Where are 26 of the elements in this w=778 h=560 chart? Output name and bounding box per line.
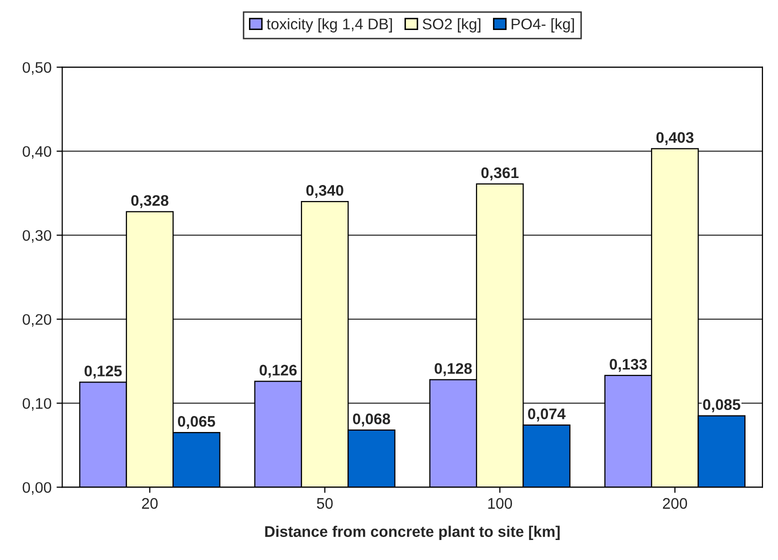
y-tick-label: 0,00 bbox=[22, 482, 52, 495]
x-tick-label: 20 bbox=[142, 498, 158, 509]
y-tick-label: 0,40 bbox=[22, 146, 52, 159]
data-label: 0,328 bbox=[131, 195, 168, 208]
y-tick-label: 0,20 bbox=[22, 314, 52, 327]
x-axis-title: Distance from concrete plant to site [km] bbox=[265, 526, 560, 540]
data-label: 0,403 bbox=[656, 132, 694, 146]
data-label: 0,128 bbox=[434, 363, 472, 376]
legend-label: toxicity [kg 1,4 DB] bbox=[266, 18, 392, 32]
data-label: 0,126 bbox=[260, 364, 297, 378]
data-label: 0,340 bbox=[306, 184, 344, 198]
data-label: 0,361 bbox=[481, 167, 519, 180]
data-label: 0,125 bbox=[84, 366, 122, 379]
x-tick-label: 50 bbox=[316, 498, 333, 509]
data-label: 0,085 bbox=[703, 399, 740, 412]
legend-label: PO4- [kg] bbox=[512, 18, 574, 32]
data-label: 0,068 bbox=[352, 413, 390, 426]
data-label: 0,074 bbox=[528, 408, 566, 422]
y-tick-label: 0,10 bbox=[22, 398, 52, 411]
x-tick-label: 200 bbox=[662, 498, 688, 509]
y-tick-label: 0,50 bbox=[22, 62, 52, 75]
data-label: 0,133 bbox=[610, 358, 647, 372]
y-tick-label: 0,30 bbox=[22, 230, 52, 243]
x-tick-label: 100 bbox=[488, 498, 512, 509]
data-label: 0,065 bbox=[178, 416, 216, 430]
legend-label: SO2 [kg] bbox=[422, 18, 480, 32]
